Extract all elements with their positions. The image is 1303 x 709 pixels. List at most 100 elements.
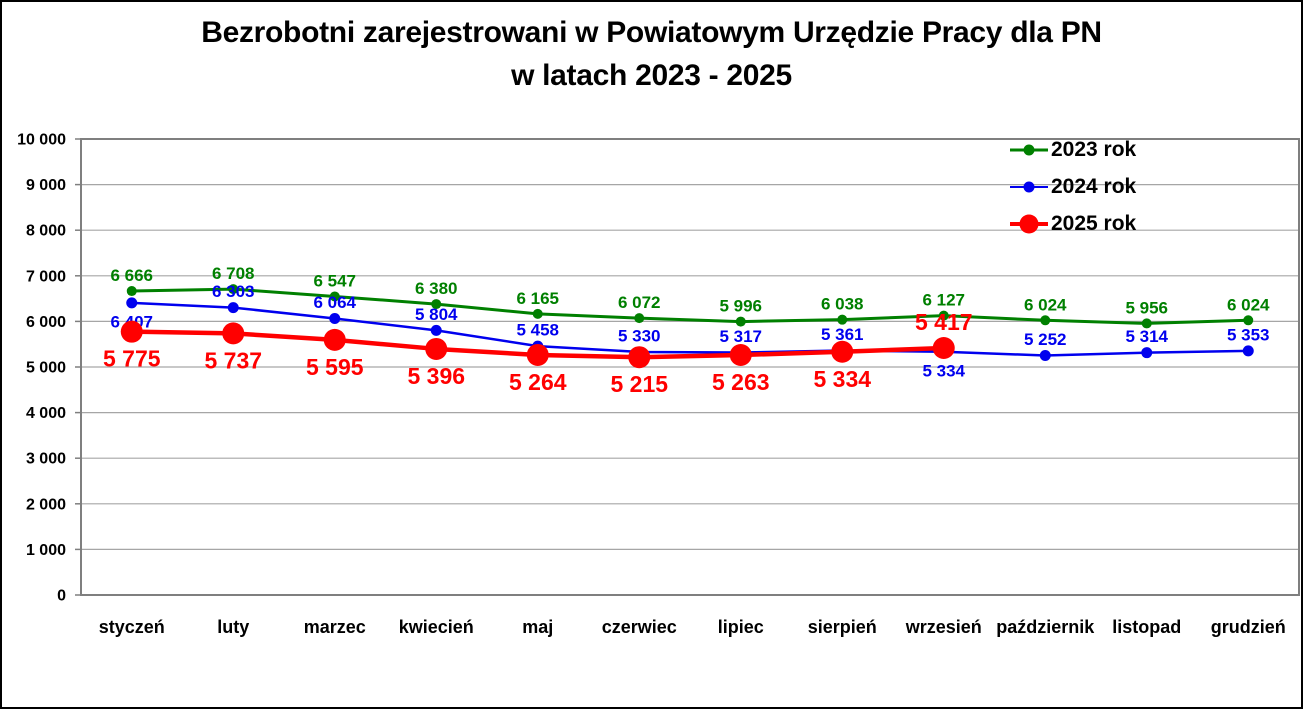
series-line [131,301,1249,357]
y-tick-label: 10 000 [17,132,66,149]
data-point-marker [329,291,340,302]
x-axis-label: wrzesień [905,617,982,637]
data-point-marker [228,284,239,295]
data-point-label: 5 956 [1125,298,1168,317]
data-point-marker [126,297,138,309]
chart-title: Bezrobotni zarejestrowani w Powiatowym U… [2,11,1301,97]
data-point-label: 5 252 [1024,330,1067,349]
plot-border [80,138,1300,596]
x-axis-label: lipiec [718,617,764,637]
data-point-label: 6 380 [415,279,458,298]
y-tick-label: 2 000 [26,496,66,513]
legend-line-marker-icon [1010,140,1048,160]
y-tick-label: 0 [57,588,66,605]
data-point-label: 5 996 [719,297,762,316]
data-point-marker [431,299,442,310]
y-tick-label: 3 000 [26,451,66,468]
data-point-marker [837,314,848,325]
data-point-label: 6 547 [313,271,356,290]
data-point-label: 6 127 [922,291,965,310]
data-point-marker [932,336,955,359]
x-axis-label: kwiecień [399,617,474,637]
data-point-label: 5 458 [516,321,559,340]
y-tick-label: 5 000 [26,360,66,377]
data-point-label: 5 417 [915,309,973,335]
data-point-marker [628,346,651,369]
legend-line-marker-icon [1010,177,1048,197]
data-point-label: 5 264 [509,369,567,395]
series-2023-rok: 6 666 6 708 6 547 6 380 6 165 6 072 5 996 6 038… [110,264,1270,329]
data-point-marker [1242,345,1254,357]
data-point-marker [222,322,245,345]
y-tick-label: 4 000 [26,405,66,422]
legend-line-marker-icon [1010,214,1048,234]
data-point-label: 6 072 [618,293,661,312]
data-point-label: 5 334 [922,361,965,380]
data-point-label: 5 595 [306,354,364,380]
data-point-marker [329,312,341,324]
legend-item-2024: 2024 rok [1010,168,1136,205]
x-axis-label: maj [522,617,553,637]
x-axis-label: listopad [1112,617,1181,637]
series-line [131,287,1249,325]
data-point-marker [425,337,448,360]
y-tick-label: 9 000 [26,177,66,194]
data-point-label: 5 804 [415,305,458,324]
data-point-label: 6 064 [313,293,356,312]
data-point-marker [526,343,549,366]
x-axis-label: grudzień [1211,617,1286,637]
legend-label-2024: 2024 rok [1051,174,1137,198]
x-axis-label: styczeń [99,617,165,637]
data-point-label: 5 361 [821,325,864,344]
data-point-marker [1039,350,1051,362]
data-point-marker [1040,315,1051,326]
data-point-label: 5 334 [813,366,871,392]
data-point-label: 6 666 [110,266,153,285]
chart-title-line-2: w latach 2023 - 2025 [511,59,792,92]
data-point-label: 5 396 [407,363,465,389]
data-point-marker [735,316,746,327]
data-point-marker [938,310,949,321]
data-point-marker [323,328,346,351]
data-point-label: 5 353 [1227,325,1270,344]
y-tick-label: 7 000 [26,268,66,285]
y-tick-label: 6 000 [26,314,66,331]
data-point-marker [532,308,543,319]
data-point-label: 6 165 [516,289,559,308]
data-point-marker [729,344,752,367]
legend-label-2025: 2025 rok [1051,211,1137,235]
data-point-label: 6 303 [212,282,255,301]
legend: 2023 rok 2024 rok 2025 rok [1010,131,1136,242]
x-axis-label: sierpień [808,617,877,637]
series-2025-rok: 5 775 5 737 5 595 5 396 5 264 5 215 5 263 5 334… [103,309,973,397]
data-point-marker [634,313,645,324]
data-point-marker [430,324,442,336]
data-point-marker [227,302,239,314]
data-point-marker [120,320,143,343]
x-axis-label: październik [996,617,1095,637]
data-point-marker [1141,318,1152,329]
legend-item-2023: 2023 rok [1010,131,1136,168]
data-point-label: 5 775 [103,346,161,372]
x-axis-label: luty [217,617,249,637]
data-point-label: 6 024 [1227,295,1270,314]
legend-label-2023: 2023 rok [1051,137,1137,161]
data-point-label: 5 737 [204,347,262,373]
x-axis-label: czerwiec [602,617,677,637]
data-point-marker [126,286,137,297]
y-tick-label: 8 000 [26,223,66,240]
legend-item-2025: 2025 rok [1010,205,1136,242]
data-point-label: 5 314 [1125,327,1168,346]
data-point-label: 5 330 [618,326,661,345]
x-axis-label: marzec [304,617,366,637]
data-point-label: 5 317 [719,327,762,346]
data-point-label: 5 215 [610,371,668,397]
data-point-label: 6 038 [821,295,864,314]
data-point-label: 6 708 [212,264,255,283]
data-point-marker [831,340,854,363]
y-tick-label: 1 000 [26,542,66,559]
data-point-marker [1243,315,1254,326]
